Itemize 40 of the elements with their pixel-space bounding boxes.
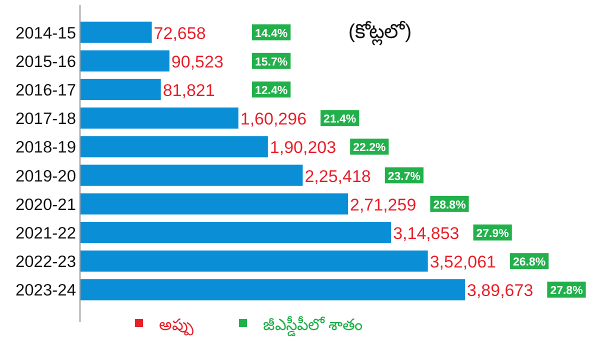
y-tick-label: 2020-21 (15, 196, 76, 214)
annotation: జీఎస్డీపీలో శాతం (263, 316, 362, 337)
bar (80, 222, 392, 244)
annotation: 12.4% (255, 85, 288, 97)
annotation: 23.7% (388, 170, 421, 183)
y-tick-label: 2023-24 (15, 282, 76, 300)
y-tick-label: 2022-23 (15, 253, 76, 272)
data-label: 2,71,259 (350, 195, 416, 214)
y-tick-label: 2015-16 (15, 52, 76, 71)
annotation: 21.4% (324, 114, 356, 126)
y-tick-label: 2014-15 (15, 24, 76, 42)
data-label: 3,14,853 (393, 224, 460, 243)
data-label: 1,60,296 (240, 110, 307, 129)
annotation: 14.4% (255, 28, 288, 40)
bar (80, 50, 170, 72)
text: (కోట్లలో) (348, 21, 412, 46)
series-label: అప్పు (159, 317, 194, 336)
y-tick-label: 2019-20 (15, 167, 76, 186)
y-tick-label: 2018-19 (15, 138, 76, 157)
data-label: 3,89,673 (467, 281, 534, 300)
annotation: 15.7% (255, 56, 288, 68)
bar (80, 108, 238, 129)
bar (80, 250, 428, 272)
data-label: 90,523 (171, 52, 224, 72)
bar (80, 193, 348, 214)
bar (80, 279, 465, 300)
bar (80, 78, 161, 100)
data-label: 72,658 (154, 24, 206, 43)
bar (80, 136, 268, 158)
y-tick-label: 2016-17 (15, 82, 76, 100)
y-tick-label: 2021-22 (15, 224, 76, 242)
bar (80, 22, 152, 43)
data-label: 81,821 (162, 81, 215, 100)
bar (80, 164, 303, 186)
data-label: 1,90,203 (270, 138, 336, 158)
data-label: 2,25,418 (304, 166, 371, 186)
annotation: 28.8% (433, 199, 466, 212)
annotation: 22.2% (353, 142, 386, 154)
data-label: 3,52,061 (430, 252, 496, 272)
y-tick-label: 2017-18 (15, 110, 76, 128)
